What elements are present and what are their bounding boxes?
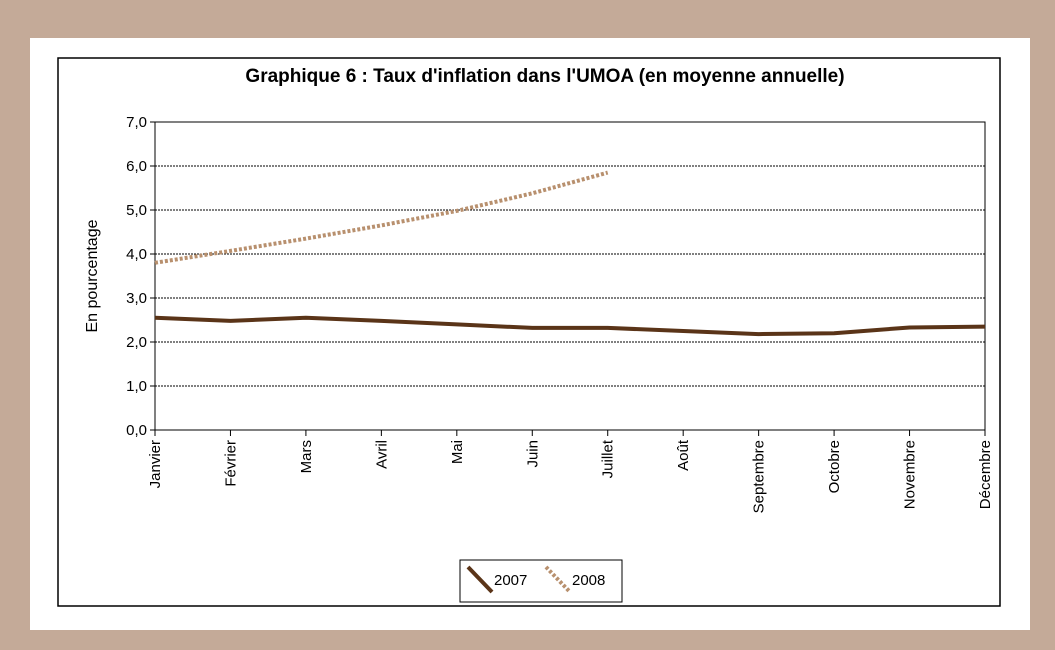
y-tick-label: 5,0 bbox=[126, 202, 147, 219]
y-tick-label: 7,0 bbox=[126, 114, 147, 131]
x-tick-label: Octobre bbox=[826, 440, 843, 493]
x-tick-label: Septembre bbox=[751, 440, 768, 513]
legend-swatch bbox=[544, 565, 572, 594]
x-tick-label: Avril bbox=[373, 440, 390, 469]
y-tick-label: 0,0 bbox=[126, 422, 147, 439]
legend-label: 2008 bbox=[572, 572, 605, 589]
x-tick-label: Mars bbox=[298, 440, 315, 473]
y-tick-label: 4,0 bbox=[126, 246, 147, 263]
y-tick-label: 6,0 bbox=[126, 158, 147, 175]
series-line bbox=[154, 315, 986, 337]
x-tick-label: Novembre bbox=[902, 440, 919, 509]
y-tick-label: 2,0 bbox=[126, 334, 147, 351]
x-tick-label: Mai bbox=[449, 440, 466, 464]
x-tick-label: Juillet bbox=[600, 439, 617, 478]
legend-swatch bbox=[466, 565, 494, 594]
y-tick-label: 1,0 bbox=[126, 378, 147, 395]
x-tick-label: Août bbox=[675, 439, 692, 471]
series-line bbox=[154, 170, 609, 265]
x-tick-label: Juin bbox=[524, 440, 541, 468]
y-axis-label: En pourcentage bbox=[84, 219, 101, 332]
y-tick-label: 3,0 bbox=[126, 290, 147, 307]
x-tick-label: Janvier bbox=[147, 440, 164, 488]
chart-title: Graphique 6 : Taux d'inflation dans l'UM… bbox=[245, 66, 844, 87]
legend-box bbox=[459, 559, 623, 603]
legend-label: 2007 bbox=[494, 572, 527, 589]
x-tick-label: Décembre bbox=[977, 440, 994, 509]
x-tick-label: Février bbox=[222, 440, 239, 487]
